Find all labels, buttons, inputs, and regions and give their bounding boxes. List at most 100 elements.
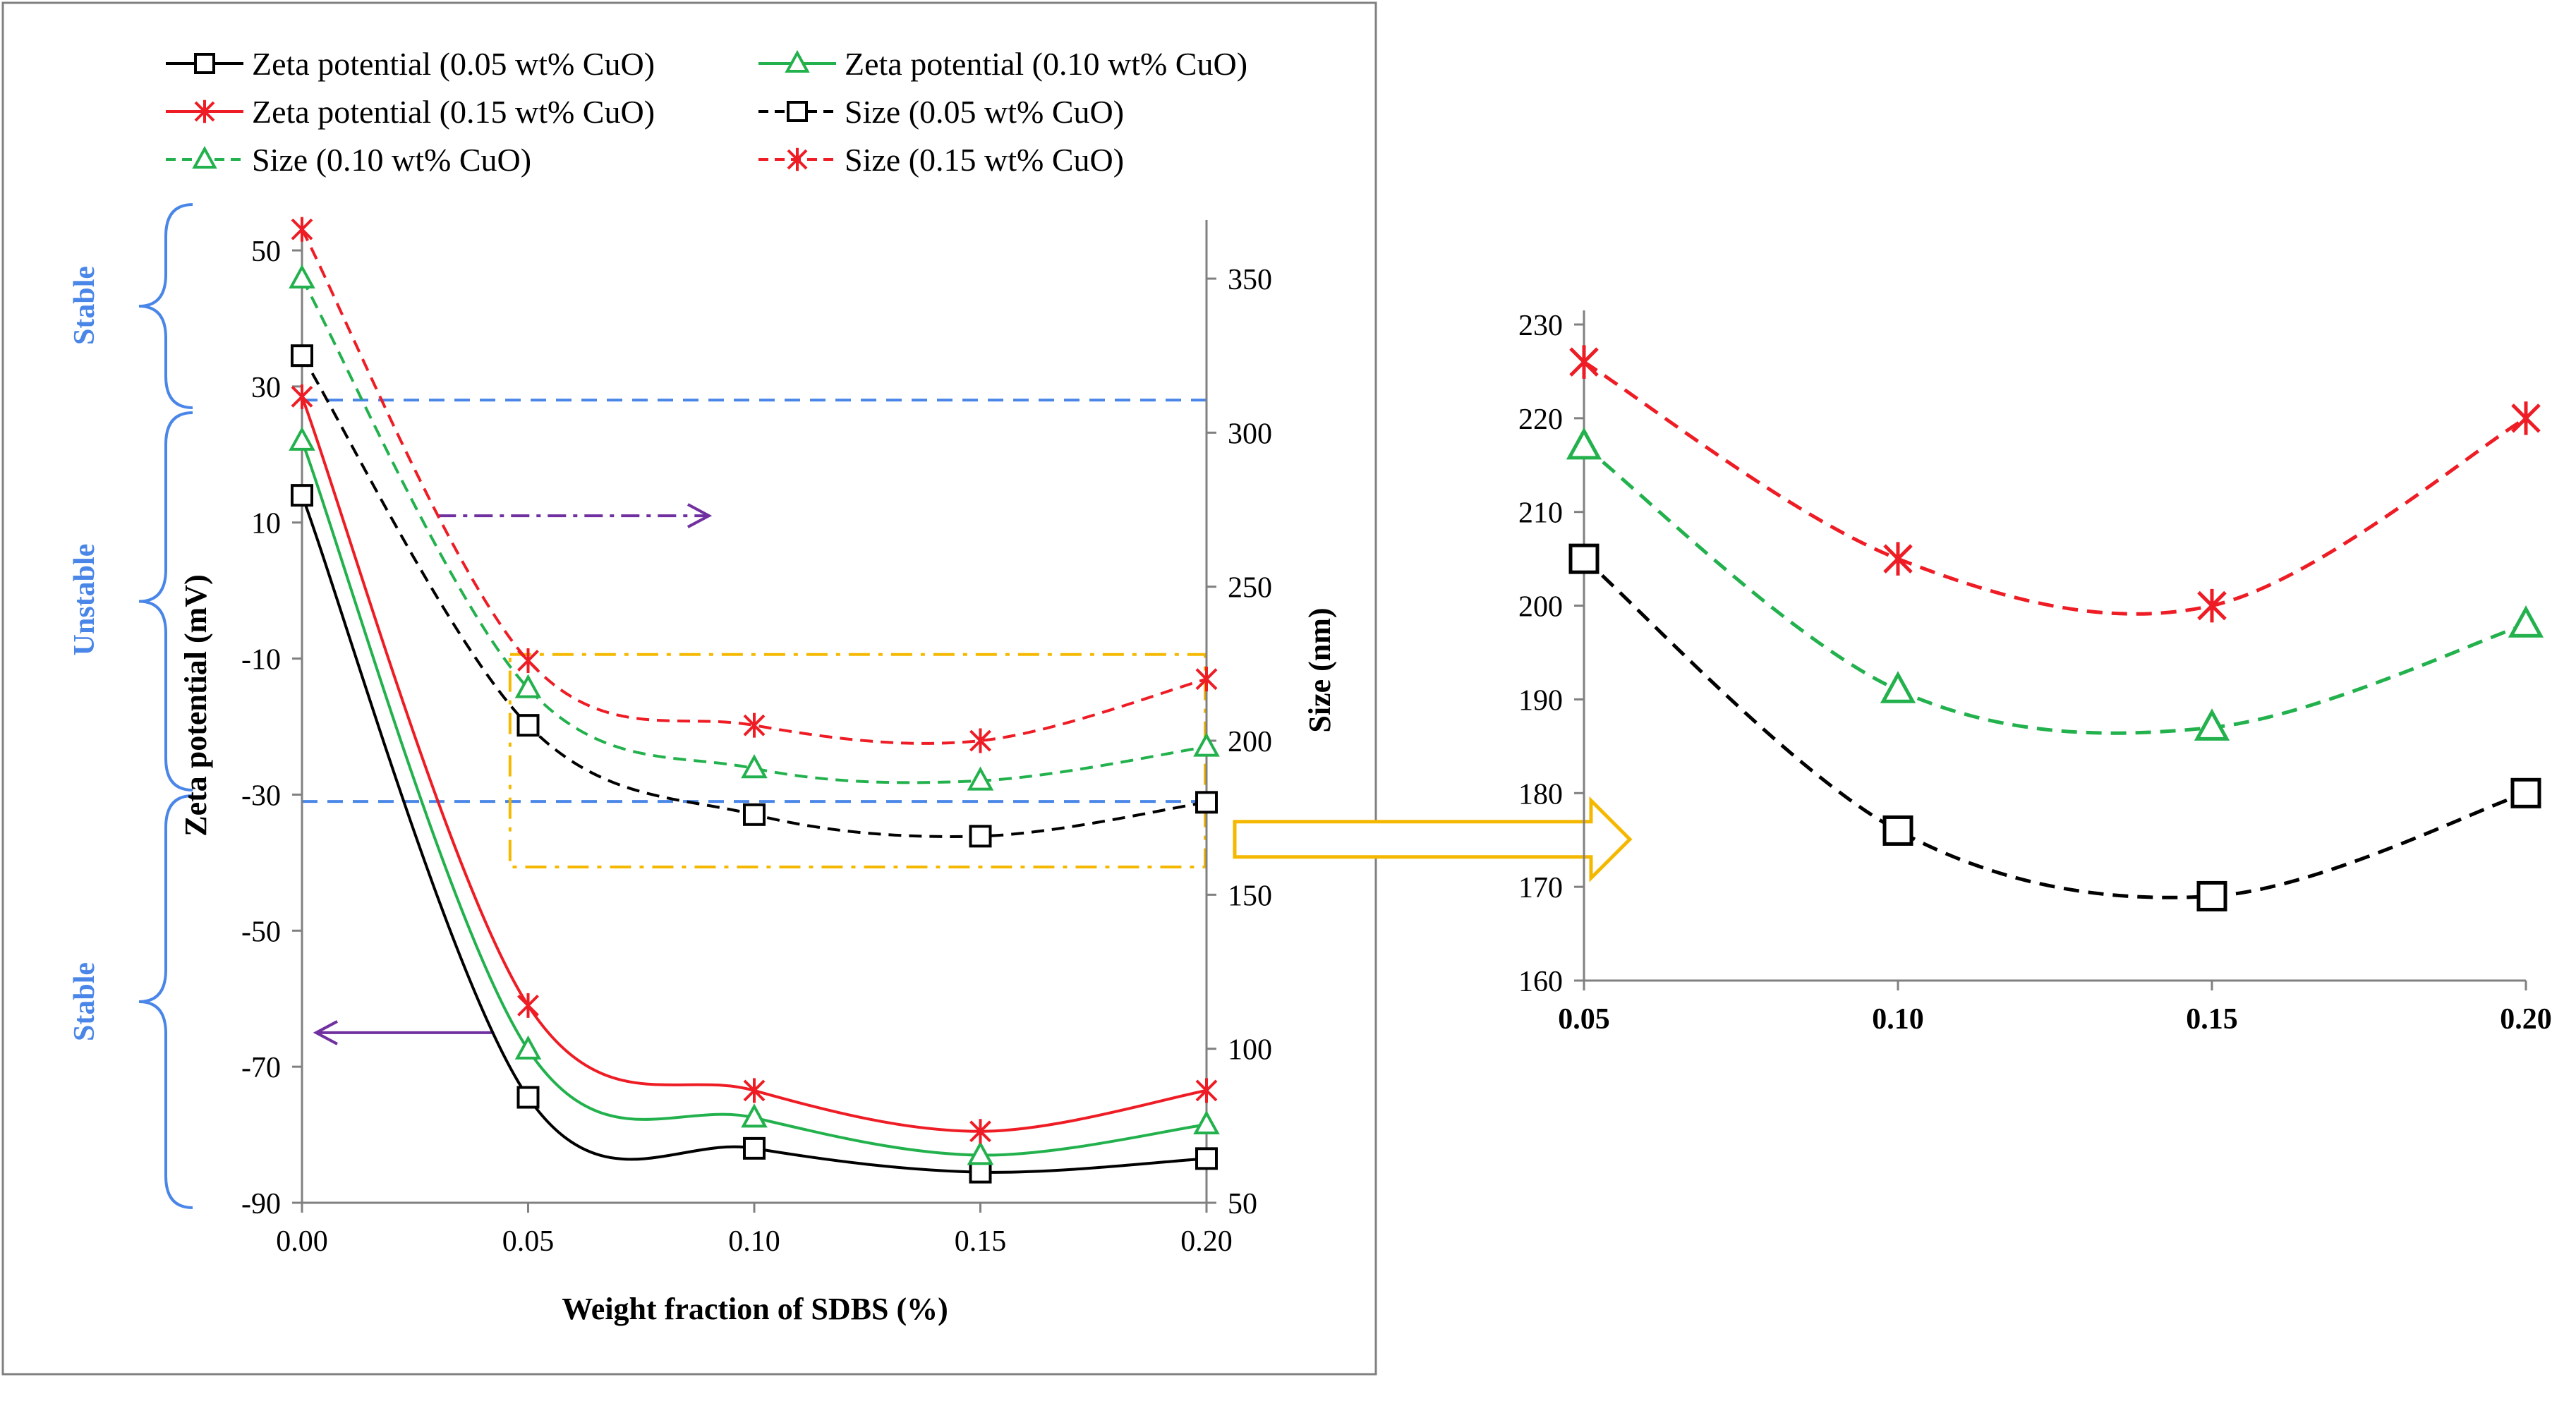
zoom-series-line <box>1583 360 2527 616</box>
zoom-y-tick-label: 190 <box>1518 684 1563 717</box>
data-point-triangle-marker <box>967 766 994 791</box>
data-point-star-marker <box>969 728 991 753</box>
y-tick-label-left: 10 <box>251 508 281 540</box>
data-point-star-marker <box>743 712 766 738</box>
x-tick-label: 0.20 <box>1180 1225 1233 1258</box>
zone-brace <box>138 411 193 792</box>
data-point-triangle-marker <box>1193 732 1220 757</box>
legend-swatch-triangle-marker <box>785 49 810 73</box>
x-tick-label: 0.10 <box>728 1225 780 1258</box>
zoom-x-tick-label: 0.20 <box>2500 1003 2552 1036</box>
y-tick-label-right: 150 <box>1228 880 1272 912</box>
y-tick-label-left: -70 <box>241 1052 281 1084</box>
y-tick-label-right: 250 <box>1228 572 1272 605</box>
y-tick-label-right: 200 <box>1228 726 1272 758</box>
data-point-square-marker <box>516 1086 540 1109</box>
data-point-square-marker <box>516 714 540 737</box>
series-line <box>301 355 1207 838</box>
legend-label: Zeta potential (0.15 wt% CuO) <box>252 94 655 130</box>
zone-brace <box>138 203 193 409</box>
zoom-series-line <box>1583 444 2527 735</box>
zoom-data-point-square-marker <box>2510 777 2541 808</box>
data-point-square-marker <box>291 344 313 368</box>
zoom-y-tick-label: 160 <box>1518 966 1563 998</box>
right-axis-arrowhead <box>687 503 713 528</box>
legend-label: Size (0.05 wt% CuO) <box>845 94 1124 130</box>
zoom-series <box>1566 345 2544 911</box>
legend-swatch-square-marker <box>194 53 215 74</box>
zone-label-stable-bottom: Stable <box>68 962 101 1041</box>
zoom-data-point-star-marker <box>2197 588 2227 623</box>
zoom-data-point-square-marker <box>2196 880 2227 911</box>
legend-swatch-star-marker <box>787 147 808 171</box>
series-line <box>301 396 1207 1133</box>
y-tick-label-left: 50 <box>251 236 281 268</box>
data-point-square-marker <box>969 825 992 848</box>
zoom-region-box <box>508 653 1207 869</box>
x-tick-label: 0.00 <box>276 1225 328 1258</box>
main-chart: Stable Unstable Stable 0.00 0.05 0.10 0.15 0.2… <box>1 1 1633 1376</box>
legend-swatch-triangle-marker <box>192 145 217 169</box>
zoom-data-point-star-marker <box>1883 542 1913 576</box>
zoom-data-point-triangle-marker <box>1566 427 1602 460</box>
y-tick-label-right: 300 <box>1228 418 1272 450</box>
data-point-triangle-marker <box>1193 1110 1220 1135</box>
legend-swatch-square-marker <box>787 101 808 122</box>
data-point-star-marker <box>1195 1078 1218 1103</box>
legend: Zeta potential (0.05 wt% CuO) Zeta potent… <box>166 46 1247 178</box>
series-line <box>301 229 1207 745</box>
data-point-triangle-marker <box>514 674 542 698</box>
data-point-star-marker <box>969 1119 991 1144</box>
annotation-overlays <box>302 399 1633 1045</box>
data-point-square-marker <box>743 1136 766 1160</box>
y-tick-label-left: 30 <box>251 372 281 404</box>
left-axis-arrowhead <box>313 1020 338 1045</box>
zoom-data-point-triangle-marker <box>2194 708 2230 741</box>
zoom-chart: 0.05 0.10 0.15 0.20 160 170 180 190 200 210 220 230 <box>1518 310 2552 1036</box>
zoom-data-point-triangle-marker <box>1880 671 1916 703</box>
zoom-y-tick-label: 180 <box>1518 778 1563 811</box>
zoom-y-tick-label: 200 <box>1518 591 1563 624</box>
main-chart-frame <box>1 1 1377 1376</box>
data-point-triangle-marker <box>514 1035 542 1060</box>
zoom-y-tick-label: 210 <box>1518 497 1563 530</box>
zoom-series-line <box>1583 557 2527 899</box>
data-point-star-marker <box>291 217 313 242</box>
zoom-connector-arrow <box>1233 796 1633 883</box>
data-point-star-marker <box>517 993 539 1018</box>
data-point-triangle-marker <box>741 754 768 779</box>
data-point-square-marker <box>969 1160 992 1184</box>
zone-label-stable-top: Stable <box>68 266 101 345</box>
y-tick-label-right: 50 <box>1228 1188 1257 1220</box>
data-point-star-marker <box>743 1078 766 1103</box>
data-point-square-marker <box>1195 1147 1218 1170</box>
zoom-x-tick-label: 0.05 <box>1558 1003 1610 1036</box>
legend-swatch-star-marker <box>194 99 215 123</box>
data-point-triangle-marker <box>967 1141 994 1165</box>
y-tick-label-left: -10 <box>241 644 281 677</box>
main-axes: 0.00 0.05 0.10 0.15 0.20 -90 -70 -50 -30 -10 10 30 5… <box>241 220 1272 1258</box>
data-point-star-marker <box>517 648 539 673</box>
data-point-triangle-marker <box>741 1103 768 1128</box>
series-line <box>301 495 1207 1174</box>
zoom-y-tick-label: 220 <box>1518 404 1563 436</box>
data-point-triangle-marker <box>289 426 315 451</box>
zoom-x-tick-label: 0.15 <box>2186 1003 2238 1036</box>
y-tick-label-left: -50 <box>241 916 281 948</box>
y-axis-title-left: Zeta potential (mV) <box>179 574 213 837</box>
y-axis-title-right: Size (nm) <box>1302 607 1337 732</box>
data-point-triangle-marker <box>289 264 315 289</box>
series-line <box>301 278 1207 784</box>
zoom-x-tick-label: 0.10 <box>1872 1003 1924 1036</box>
zone-brace <box>138 794 193 1209</box>
zoom-y-tick-label: 230 <box>1518 310 1563 342</box>
data-point-square-marker <box>1195 791 1218 814</box>
data-point-square-marker <box>743 803 766 826</box>
zone-label-unstable: Unstable <box>68 544 101 656</box>
main-series <box>289 217 1220 1184</box>
y-tick-label-left: -90 <box>241 1188 281 1220</box>
x-axis-title: Weight fraction of SDBS (%) <box>562 1292 948 1326</box>
series-line <box>301 440 1207 1157</box>
data-point-star-marker <box>1195 667 1218 692</box>
